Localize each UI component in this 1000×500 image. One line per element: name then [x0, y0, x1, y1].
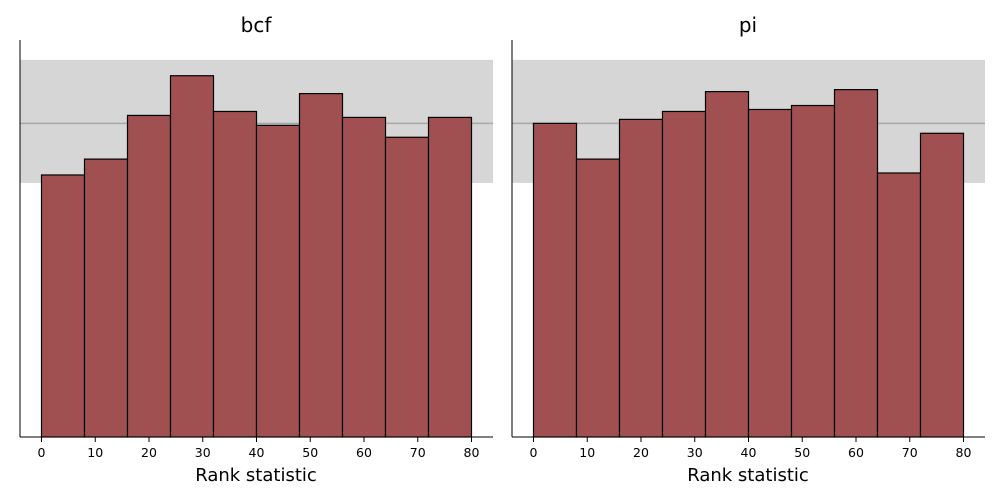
- x-tick-label: 60: [356, 445, 372, 460]
- histogram-bar: [126, 114, 172, 438]
- x-tick-label: 10: [579, 445, 595, 460]
- histogram-bar: [618, 118, 664, 438]
- histogram-bar: [790, 104, 836, 438]
- chart-title: pi: [739, 13, 757, 37]
- histogram-bar: [575, 158, 621, 438]
- histogram-bar: [255, 124, 301, 438]
- panel-pi: pi 0 10 20 30 40 50 60 70 80 Rank statistic: [511, 13, 985, 486]
- x-tick-label: 80: [464, 445, 480, 460]
- histogram-bar: [661, 110, 707, 438]
- histogram-bar: [747, 108, 793, 438]
- bars: [532, 89, 965, 438]
- bars: [40, 75, 473, 438]
- x-ticks: 0 10 20 30 40 50 60 70 80: [530, 437, 972, 460]
- panel-bcf: bcf 0 10 20 30 40 50 60 70 80 Rank statistic: [19, 13, 493, 486]
- x-tick-label: 0: [530, 445, 538, 460]
- histogram-bar: [40, 174, 86, 438]
- chart-title: bcf: [241, 13, 273, 37]
- histogram-bar: [212, 110, 258, 438]
- x-tick-label: 70: [902, 445, 918, 460]
- histogram-bar: [169, 75, 215, 438]
- x-tick-label: 0: [38, 445, 46, 460]
- x-tick-label: 70: [410, 445, 426, 460]
- x-tick-label: 30: [195, 445, 211, 460]
- histogram-bar: [83, 158, 129, 438]
- x-tick-label: 80: [956, 445, 972, 460]
- histogram-bar: [833, 89, 879, 438]
- x-tick-label: 20: [633, 445, 649, 460]
- histogram-bar: [919, 132, 965, 438]
- x-tick-label: 60: [848, 445, 864, 460]
- histogram-bar: [384, 136, 430, 438]
- x-tick-label: 40: [249, 445, 265, 460]
- x-axis-label: Rank statistic: [687, 465, 809, 486]
- x-axis-label: Rank statistic: [195, 465, 317, 486]
- histogram-bar: [341, 116, 387, 438]
- histogram-bar: [704, 91, 750, 438]
- x-tick-label: 10: [87, 445, 103, 460]
- histogram-bar: [876, 172, 922, 438]
- histogram-bar: [532, 122, 578, 438]
- histogram-bar: [298, 92, 344, 438]
- x-ticks: 0 10 20 30 40 50 60 70 80: [38, 437, 480, 460]
- x-tick-label: 30: [687, 445, 703, 460]
- x-tick-label: 50: [794, 445, 810, 460]
- histogram-bar: [427, 116, 473, 438]
- x-tick-label: 40: [741, 445, 757, 460]
- x-tick-label: 50: [302, 445, 318, 460]
- x-tick-label: 20: [141, 445, 157, 460]
